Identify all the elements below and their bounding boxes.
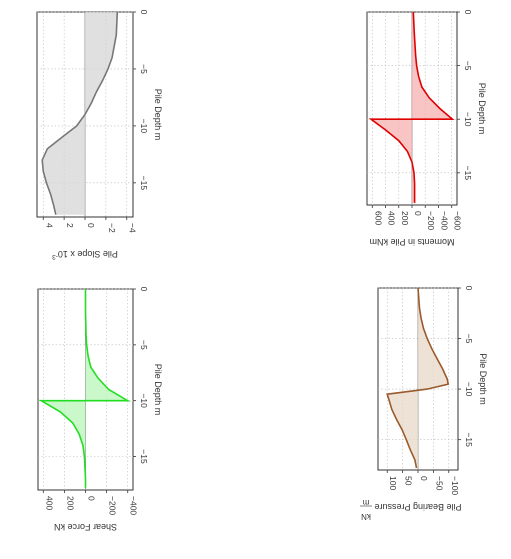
depth-tick-label: 0 <box>463 10 473 15</box>
depth-axis-label: Pile Depth m <box>153 364 163 416</box>
depth-tick-label: −10 <box>463 112 473 127</box>
depth-tick-label: 0 <box>139 10 149 15</box>
value-axis-label-exponent: -3 <box>52 253 58 260</box>
depth-tick-label: −5 <box>139 340 149 350</box>
value-axis-unit-denominator: m <box>362 498 369 507</box>
series-line <box>368 11 455 203</box>
value-tick-label: −4 <box>128 223 138 233</box>
value-tick-label: −2 <box>107 223 117 233</box>
depth-tick-label: −5 <box>463 61 473 71</box>
series-area <box>371 12 453 203</box>
value-tick-label: −200 <box>108 496 118 515</box>
value-axis-unit-numerator: kN <box>361 512 371 521</box>
depth-axis-label: Pile Depth m <box>153 89 163 141</box>
series-line <box>386 287 450 469</box>
depth-tick-label: −10 <box>139 393 149 408</box>
value-tick-label: 400 <box>387 211 397 225</box>
depth-axis-label: Pile Depth m <box>478 353 488 405</box>
chart-panel-slope: 4 2 0 −2 −4 0 −5 −10 −15 Pile Depth m Pile Slope x… <box>36 10 163 260</box>
value-tick-label: −100 <box>450 476 460 495</box>
series-line <box>38 289 131 488</box>
value-tick-label: 0 <box>413 211 423 216</box>
depth-tick-label: −5 <box>139 64 149 74</box>
value-axis-label: Shear Force kN <box>54 522 117 532</box>
chart-panel-bearing: 100 50 0 −50 −100 0 −5 −10 −15 Pile Depth m Pile B… <box>360 286 488 521</box>
value-tick-label: 50 <box>404 476 414 486</box>
value-tick-label: 0 <box>87 496 97 501</box>
depth-tick-label: −15 <box>139 449 149 464</box>
value-axis-label: Pile Slope x 10-3 <box>52 249 118 260</box>
depth-tick-label: −10 <box>464 382 474 397</box>
series-area <box>42 12 118 215</box>
value-axis-label: Pile Bearing Pressure <box>374 502 461 512</box>
series-line <box>41 11 119 215</box>
depth-tick-label: −15 <box>463 166 473 181</box>
value-tick-label: 200 <box>400 211 410 225</box>
depth-tick-label: −15 <box>464 432 474 447</box>
depth-tick-label: −5 <box>464 334 474 344</box>
value-tick-label: 0 <box>86 223 96 228</box>
value-tick-label: 400 <box>44 496 54 510</box>
value-axis-label: Moments in Pile kNm <box>369 237 454 247</box>
depth-tick-label: −10 <box>139 119 149 134</box>
depth-tick-label: 0 <box>139 287 149 292</box>
value-tick-label: −400 <box>439 211 449 230</box>
value-tick-label: 200 <box>65 496 75 510</box>
value-tick-label: 100 <box>388 476 398 490</box>
value-tick-label: 0 <box>419 476 429 481</box>
value-tick-label: −200 <box>426 211 436 230</box>
depth-tick-label: −15 <box>139 176 149 191</box>
series-area <box>387 288 449 468</box>
value-tick-label: −50 <box>434 476 444 491</box>
chart-panel-shear: 400 200 0 −200 −400 0 −5 −10 −15 Pile Depth m Shea… <box>37 287 163 532</box>
series-area <box>41 289 128 488</box>
value-tick-label: −400 <box>129 496 139 515</box>
depth-axis-label: Pile Depth m <box>477 83 487 135</box>
value-tick-label: 4 <box>44 223 54 228</box>
value-tick-label: 2 <box>65 223 75 228</box>
depth-tick-label: 0 <box>464 286 474 291</box>
value-tick-label: −600 <box>453 211 463 230</box>
value-tick-label: 600 <box>373 211 383 225</box>
